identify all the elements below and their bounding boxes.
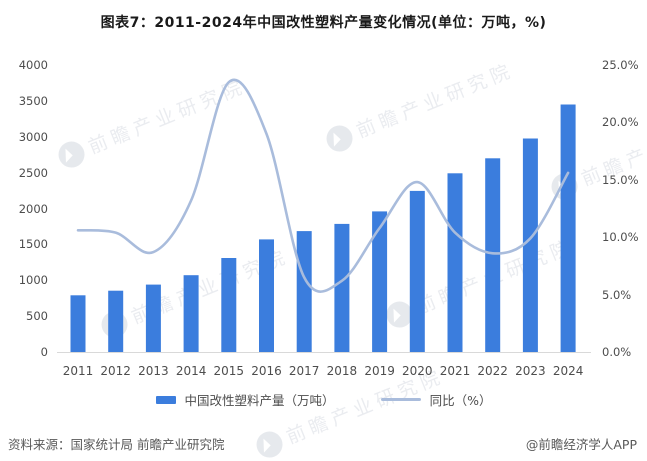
bar-2013	[145, 284, 161, 352]
bar-2020	[409, 190, 425, 352]
x-tick-2017: 2017	[288, 364, 320, 378]
credit-text: @前瞻经济学人APP	[525, 437, 637, 452]
x-tick-2011: 2011	[62, 364, 94, 378]
y-right-tick-10.0%: 10.0%	[602, 230, 639, 245]
x-tick-2021: 2021	[439, 364, 471, 378]
legend-item-yoy: 同比（%）	[380, 390, 492, 409]
x-tick-2013: 2013	[138, 364, 169, 378]
legend: 中国改性塑料产量（万吨） 同比（%）	[0, 390, 647, 409]
bar-2019	[372, 211, 388, 352]
bar-series-swatch-icon	[155, 395, 176, 404]
legend-label-yoy: 同比（%）	[429, 393, 492, 408]
legend-item-production: 中国改性塑料产量（万吨）	[155, 390, 335, 409]
bar-2023	[522, 138, 538, 352]
x-tick-2018: 2018	[326, 364, 358, 378]
y-left-tick-2000: 2000	[18, 201, 48, 216]
y-left-tick-4000: 4000	[18, 58, 48, 72]
y-left-tick-1000: 1000	[18, 273, 48, 288]
line-series-swatch-icon	[380, 398, 421, 401]
bar-2017	[296, 231, 312, 352]
bar-2014	[183, 275, 199, 352]
y-left-tick-2500: 2500	[18, 165, 48, 180]
x-tick-2014: 2014	[175, 364, 207, 378]
y-right-tick-20.0%: 20.0%	[602, 115, 639, 130]
legend-label-production: 中国改性塑料产量（万吨）	[184, 393, 335, 408]
bar-2011	[70, 295, 86, 352]
x-tick-2020: 2020	[402, 364, 433, 378]
footer: 资料来源：国家统计局 前瞻产业研究院 @前瞻经济学人APP	[0, 434, 647, 453]
chart-title: 图表7：2011-2024年中国改性塑料产量变化情况(单位：万吨，%)	[100, 15, 547, 31]
y-left-tick-1500: 1500	[18, 237, 48, 252]
bar-2015	[221, 258, 237, 352]
bar-2024	[560, 104, 576, 352]
x-tick-2024: 2024	[552, 364, 584, 378]
x-tick-2023: 2023	[515, 364, 546, 378]
x-tick-2019: 2019	[364, 364, 395, 378]
y-left-tick-500: 500	[26, 309, 48, 324]
yoy-line	[76, 78, 570, 293]
y-right-tick-25.0%: 25.0%	[602, 58, 639, 72]
y-right-tick-15.0%: 15.0%	[602, 172, 639, 187]
y-right-tick-5.0%: 5.0%	[602, 287, 632, 302]
y-right-tick-0.0%: 0.0%	[602, 345, 632, 359]
x-tick-2016: 2016	[251, 364, 282, 378]
source-text: 资料来源：国家统计局 前瞻产业研究院	[8, 437, 225, 452]
bar-2022	[485, 158, 501, 352]
bar-2021	[447, 173, 463, 352]
y-left-tick-0: 0	[40, 345, 48, 359]
x-tick-2022: 2022	[477, 364, 508, 378]
y-left-tick-3500: 3500	[18, 93, 48, 108]
bar-2016	[259, 239, 274, 352]
y-left-tick-3000: 3000	[18, 129, 48, 144]
bar-2012	[108, 290, 124, 352]
x-tick-2012: 2012	[100, 364, 131, 378]
x-tick-2015: 2015	[213, 364, 245, 378]
bar-2018	[334, 223, 350, 352]
